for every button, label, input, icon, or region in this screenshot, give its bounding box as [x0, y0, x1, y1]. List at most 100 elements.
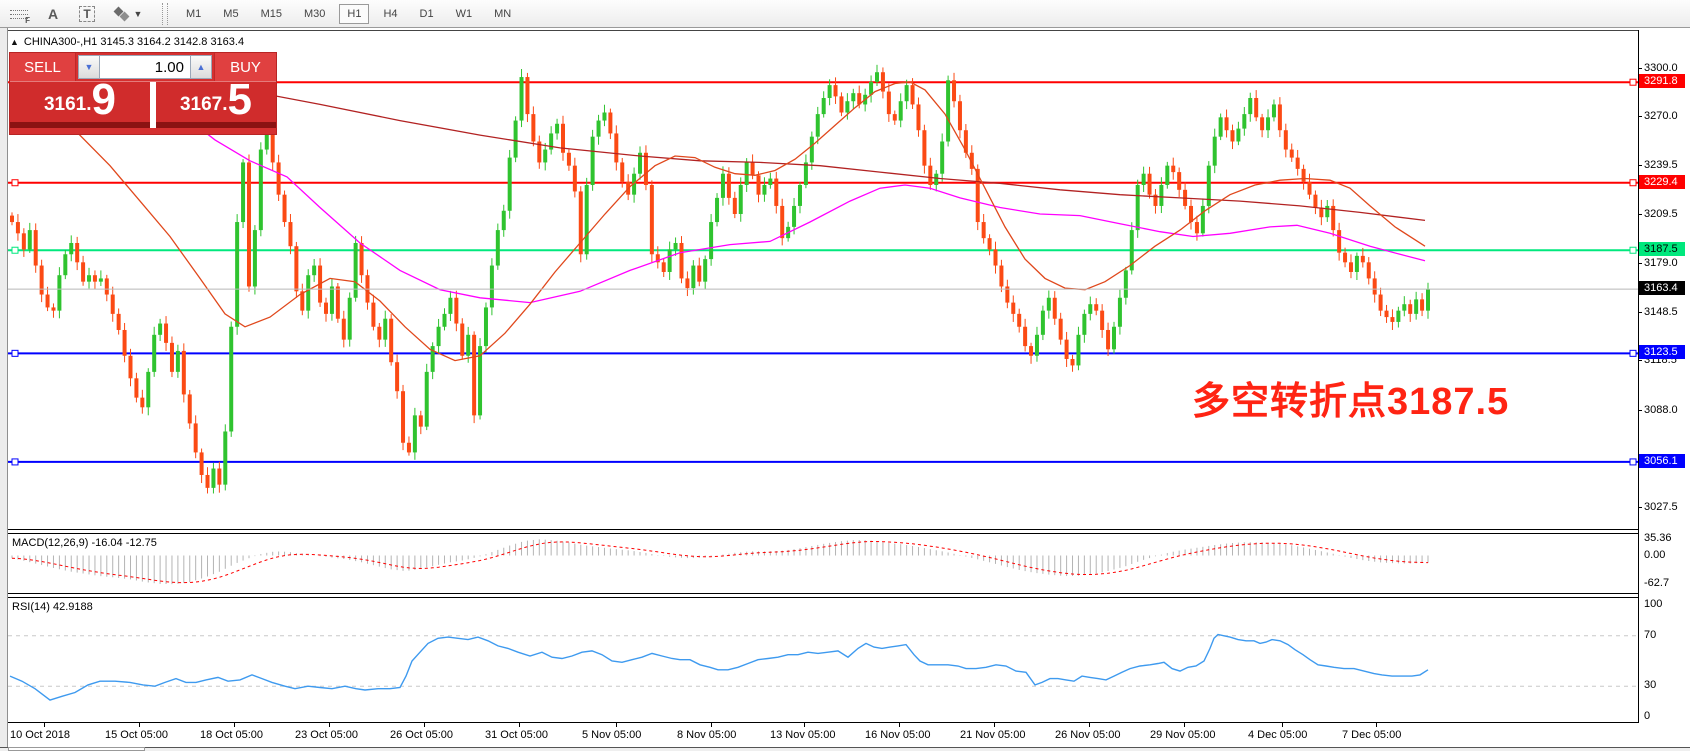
- date-axis-tick: [234, 723, 235, 727]
- price-axis-tick: 3148.5: [1639, 306, 1678, 318]
- sell-price-display[interactable]: 3161. 9: [10, 78, 150, 128]
- price-axis-tick: 3179.0: [1639, 257, 1678, 269]
- rsi-line: [9, 633, 1429, 701]
- date-axis-label: 10 Oct 2018: [10, 729, 70, 741]
- price-line-label-3187.5: 3187.5: [1639, 242, 1685, 257]
- chart-symbol-info: ▲ CHINA300-,H1 3145.3 3164.2 3142.8 3163…: [8, 36, 244, 48]
- symbol-ohlc-text: CHINA300-,H1 3145.3 3164.2 3142.8 3163.4: [23, 36, 245, 48]
- macd-scale-label: -62.7: [1644, 577, 1670, 590]
- timeframe-w1-button[interactable]: W1: [455, 7, 473, 20]
- date-axis-label: 26 Oct 05:00: [390, 729, 453, 741]
- date-axis-tick: [1376, 723, 1377, 727]
- rsi-scale-label: 30: [1644, 679, 1657, 692]
- timeframe-m15-button[interactable]: M15: [260, 7, 282, 20]
- date-axis-label: 23 Oct 05:00: [295, 729, 358, 741]
- timeframe-m1-button[interactable]: M1: [186, 7, 202, 20]
- macd-signal-line: [11, 541, 1429, 584]
- date-axis-label: 8 Nov 05:00: [677, 729, 737, 741]
- date-axis-label: 15 Oct 05:00: [105, 729, 168, 741]
- date-axis-tick: [711, 723, 712, 727]
- chart-annotation-text: 多空转折点3187.5: [1192, 381, 1510, 423]
- price-box-divider: [150, 82, 156, 128]
- ma-fast: [39, 68, 1426, 362]
- price-axis: 3300.0 3270.0 3239.5 3209.5 3179.0 3148.5 3118…: [1639, 30, 1690, 723]
- date-axis-label: 16 Nov 05:00: [865, 729, 931, 741]
- hline-3187.5[interactable]: [8, 246, 1638, 254]
- price-axis-tick: 3270.0: [1639, 110, 1678, 122]
- main-chart-panel: [8, 30, 1638, 530]
- price-line-label-3229.4: 3229.4: [1639, 174, 1685, 189]
- date-axis: 10 Oct 2018 15 Oct 05:00 18 Oct 05:00 23 Oc…: [8, 723, 1690, 747]
- rsi-label: RSI(14) 42.9188: [12, 601, 93, 613]
- date-axis-tick: [329, 723, 330, 727]
- timeframe-d1-button[interactable]: D1: [419, 7, 434, 20]
- ma-mid: [79, 76, 1426, 304]
- buy-price-display[interactable]: 3167. 5: [156, 78, 276, 128]
- window-left-strip: [0, 28, 8, 751]
- timeframe-h4-button[interactable]: H4: [383, 7, 398, 20]
- volume-spinner: ▼ 1.00 ▲: [78, 55, 212, 79]
- horizontal-scrollbar-track[interactable]: [0, 747, 1690, 751]
- price-line-label-3056.1: 3056.1: [1639, 453, 1685, 468]
- volume-decrease-button[interactable]: ▼: [79, 56, 99, 78]
- date-axis-tick: [804, 723, 805, 727]
- price-axis-tick: 3027.5: [1639, 501, 1678, 513]
- price-axis-tick: 3300.0: [1639, 62, 1678, 74]
- date-axis-tick: [424, 723, 425, 727]
- toolbar-separator: [162, 2, 168, 25]
- date-axis-tick: [899, 723, 900, 727]
- date-axis-label: 21 Nov 05:00: [960, 729, 1026, 741]
- letter-a-icon: A: [47, 5, 59, 22]
- timeframe-m30-button[interactable]: M30: [303, 7, 326, 20]
- macd-label: MACD(12,26,9) -16.04 -12.75: [12, 537, 157, 549]
- price-line-label-3291.8: 3291.8: [1639, 74, 1685, 89]
- date-axis-label: 26 Nov 05:00: [1055, 729, 1121, 741]
- shapes-tool-button[interactable]: ▼: [108, 3, 148, 25]
- date-axis-tick: [1089, 723, 1090, 727]
- date-axis-label: 7 Dec 05:00: [1342, 729, 1402, 741]
- price-axis-border: [1638, 30, 1639, 747]
- arrow-text-tool-button[interactable]: A: [40, 3, 66, 25]
- rsi-chart: [8, 633, 1638, 701]
- buy-button[interactable]: BUY: [214, 53, 276, 81]
- date-axis-tick: [1184, 723, 1185, 727]
- date-axis-tick: [1282, 723, 1283, 727]
- price-axis-tick: 3209.5: [1639, 208, 1678, 220]
- date-axis-tick: [139, 723, 140, 727]
- date-axis-label: 13 Nov 05:00: [770, 729, 836, 741]
- hline-3056.1[interactable]: [8, 458, 1638, 466]
- date-axis-tick: [994, 723, 995, 727]
- volume-input[interactable]: 1.00: [99, 56, 191, 78]
- fibonacci-icon: F: [10, 7, 30, 25]
- macd-scale-label: 0.00: [1644, 548, 1666, 561]
- timeframe-m5-button[interactable]: M5: [223, 7, 239, 20]
- date-axis-label: 5 Nov 05:00: [582, 729, 642, 741]
- price-axis-tick: 3239.5: [1639, 159, 1678, 171]
- price-line-label-3163.4: 3163.4: [1639, 281, 1685, 296]
- macd-histogram: [11, 539, 1429, 585]
- text-label-icon: T: [79, 5, 95, 22]
- date-axis-label: 31 Oct 05:00: [485, 729, 548, 741]
- horizontal-scrollbar-thumb[interactable]: [8, 747, 145, 751]
- timeframe-mn-button[interactable]: MN: [494, 7, 512, 20]
- rsi-scale-label: 0: [1644, 710, 1651, 722]
- macd-panel: [8, 533, 1638, 594]
- text-label-tool-button[interactable]: T: [74, 3, 100, 25]
- date-axis-tick: [519, 723, 520, 727]
- hline-3123.5[interactable]: [8, 349, 1638, 357]
- volume-increase-button[interactable]: ▲: [191, 56, 211, 78]
- date-axis-label: 4 Dec 05:00: [1248, 729, 1308, 741]
- macd-chart: [11, 539, 1429, 585]
- rsi-scale-label: 100: [1644, 598, 1663, 610]
- sell-button[interactable]: SELL: [10, 53, 76, 81]
- hline-3229.4[interactable]: [8, 179, 1638, 187]
- candlestick-chart: [8, 64, 1638, 494]
- shapes-icon: [113, 6, 132, 21]
- chevron-down-icon: ▼: [133, 8, 143, 19]
- trade-panel-toggle-icon[interactable]: ▲: [10, 37, 19, 47]
- date-axis-label: 29 Nov 05:00: [1150, 729, 1216, 741]
- date-axis-label: 18 Oct 05:00: [200, 729, 263, 741]
- fibonacci-tool-button[interactable]: F: [6, 3, 32, 25]
- date-axis-tick: [44, 723, 45, 727]
- timeframe-h1-button[interactable]: H1: [339, 3, 370, 24]
